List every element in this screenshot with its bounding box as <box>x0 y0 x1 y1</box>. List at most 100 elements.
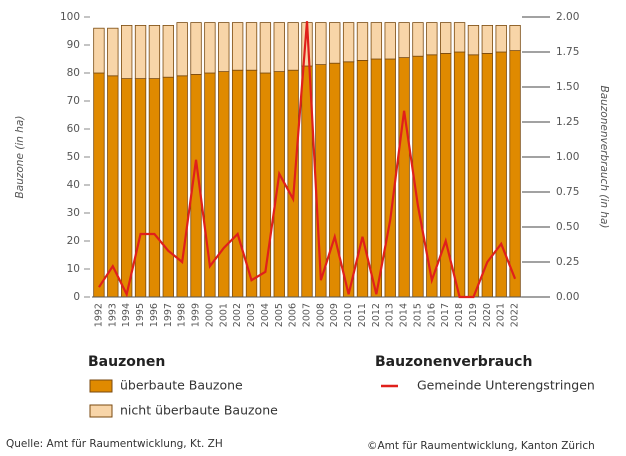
bar-segment <box>370 22 383 60</box>
x-tick-label: 1993 <box>107 303 118 327</box>
y-tick-label: 50 <box>67 151 80 163</box>
legend-label: Gemeinde Unterengstringen <box>417 378 595 393</box>
bar-segment <box>495 51 507 298</box>
x-tick-label: 1994 <box>121 303 132 327</box>
y2-tick-label: 0.75 <box>556 186 579 198</box>
bar-segment <box>148 24 161 80</box>
bar-segment <box>273 22 285 73</box>
y-tick-label: 10 <box>67 263 80 275</box>
y2-tick-label: 1.25 <box>556 116 579 128</box>
bar-segment <box>398 57 410 298</box>
y-axis-label: Bauzone (in ha) <box>14 116 26 199</box>
x-tick-label: 1997 <box>163 303 174 327</box>
x-tick-label: 1999 <box>191 303 202 327</box>
bar-segment <box>134 78 147 298</box>
bar-segment <box>287 22 299 71</box>
bar-segment <box>259 72 272 298</box>
bar-segment <box>481 24 493 54</box>
bar-segment <box>287 69 299 298</box>
legend-title: Bauzonenverbrauch <box>375 354 532 370</box>
bar-segment <box>509 24 521 52</box>
bar-segment <box>93 27 105 74</box>
bar-segment <box>107 75 119 298</box>
bar-segment <box>162 24 174 78</box>
x-tick-label: 2005 <box>274 303 285 327</box>
y2-tick-label: 1.75 <box>556 46 579 58</box>
bar-segment <box>329 62 341 298</box>
y-tick-label: 20 <box>67 235 80 247</box>
bar-segment <box>384 22 396 60</box>
bar-segment <box>245 69 258 298</box>
x-tick-label: 2011 <box>357 303 368 327</box>
bar-segment <box>162 76 174 298</box>
bar-segment <box>245 22 258 71</box>
bar-segment <box>342 22 355 63</box>
bar-segment <box>453 51 466 298</box>
x-tick-label: 2002 <box>232 303 243 327</box>
x-tick-label: 1992 <box>93 303 104 327</box>
x-tick-label: 2006 <box>288 303 299 327</box>
bar-segment <box>467 24 480 56</box>
x-tick-label: 2003 <box>246 303 257 327</box>
x-tick-label: 2015 <box>412 303 423 327</box>
y2-tick-label: 1.50 <box>556 81 579 93</box>
bar-segment <box>315 22 327 66</box>
y-tick-label: 80 <box>67 67 80 79</box>
bar-segment <box>93 72 105 298</box>
bar-segment <box>176 75 188 298</box>
bar-segment <box>509 50 521 298</box>
bar-segment <box>356 60 369 298</box>
bar-segment <box>370 58 383 298</box>
x-tick-label: 2020 <box>482 303 493 327</box>
x-tick-label: 1996 <box>149 303 160 327</box>
bar-segment <box>273 71 285 298</box>
x-tick-label: 2022 <box>510 303 521 327</box>
y2-tick-label: 0.50 <box>556 221 579 233</box>
bar-segment <box>398 22 410 59</box>
x-tick-label: 2010 <box>343 303 354 327</box>
x-tick-label: 2021 <box>496 303 507 327</box>
x-tick-label: 2018 <box>454 303 465 327</box>
bar-segment <box>467 54 480 298</box>
bar-segment <box>121 24 133 80</box>
bar-segment <box>134 24 147 80</box>
y2-tick-label: 2.00 <box>556 11 579 23</box>
legend-swatch <box>89 379 113 393</box>
source: Quelle: Amt für Raumentwicklung, Kt. ZH <box>6 438 223 450</box>
bar-segment <box>218 71 230 298</box>
y2-axis-label: Bauzonenverbrauch (in ha) <box>598 85 610 228</box>
legend-label: nicht überbaute Bauzone <box>120 403 278 418</box>
legend-label: überbaute Bauzone <box>120 378 243 393</box>
x-tick-label: 2001 <box>218 303 229 327</box>
line-series <box>98 21 517 299</box>
legend-swatch <box>89 404 113 418</box>
bar-segment <box>218 22 230 73</box>
y2-tick-label: 1.00 <box>556 151 579 163</box>
y-tick-label: 40 <box>67 179 80 191</box>
y2-tick-label: 0.00 <box>556 291 579 303</box>
bar-segment <box>121 78 133 298</box>
bar-segment <box>190 22 202 75</box>
bar-segment <box>329 22 341 64</box>
bar-segment <box>426 22 438 56</box>
x-tick-label: 2017 <box>440 303 451 327</box>
y-tick-label: 0 <box>73 291 80 303</box>
x-tick-label: 2013 <box>385 303 396 327</box>
bar-segment <box>231 22 244 71</box>
bar-segment <box>342 61 355 298</box>
y-tick-label: 60 <box>67 123 80 135</box>
copyright: ©Amt für Raumentwicklung, Kanton Zürich <box>367 440 595 452</box>
x-tick-label: 2009 <box>329 303 340 327</box>
y-tick-label: 100 <box>60 11 80 23</box>
bar-segment <box>231 69 244 298</box>
x-tick-label: 2004 <box>260 303 271 327</box>
y-tick-label: 70 <box>67 95 80 107</box>
y2-tick-label: 0.25 <box>556 256 579 268</box>
bar-segment <box>204 22 216 74</box>
y-tick-label: 90 <box>67 39 80 51</box>
x-tick-label: 2008 <box>315 303 326 327</box>
bar-segment <box>176 22 188 77</box>
bar-segment <box>259 22 272 74</box>
bar-segment <box>107 27 119 77</box>
